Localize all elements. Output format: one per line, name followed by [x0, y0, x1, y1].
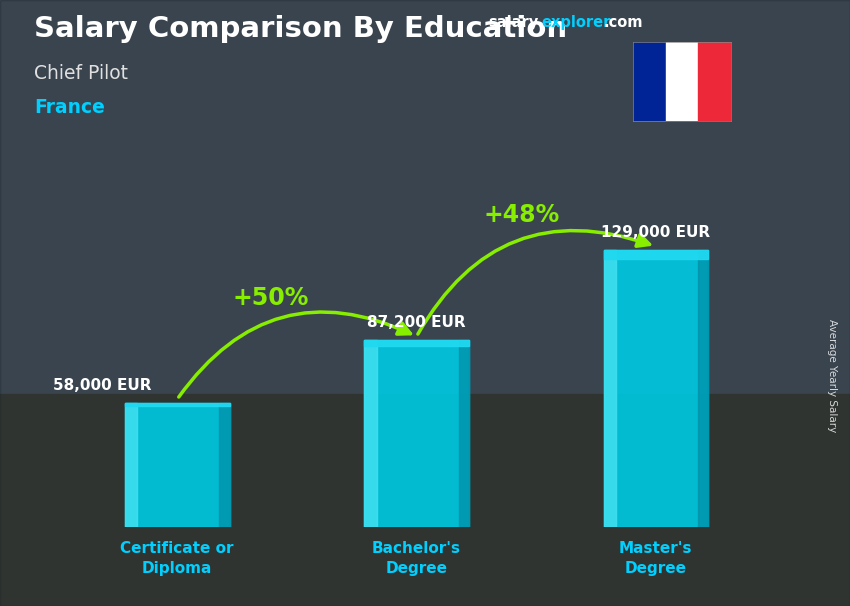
Bar [0, 394, 850, 606]
Bar [604, 250, 616, 527]
Text: +50%: +50% [232, 286, 309, 310]
Text: Salary Comparison By Education: Salary Comparison By Education [34, 15, 567, 43]
FancyArrowPatch shape [178, 312, 411, 397]
Bar [666, 42, 699, 121]
Bar [699, 42, 731, 121]
Text: 58,000 EUR: 58,000 EUR [53, 378, 151, 393]
Text: +48%: +48% [483, 203, 559, 227]
Bar [125, 402, 230, 527]
Text: France: France [34, 98, 105, 117]
Text: salary: salary [489, 15, 539, 30]
FancyArrowPatch shape [418, 230, 649, 334]
Bar [364, 340, 469, 345]
Text: explorer: explorer [541, 15, 611, 30]
Bar [219, 402, 230, 527]
Bar [0, 0, 850, 424]
Text: Chief Pilot: Chief Pilot [34, 64, 128, 82]
Text: 87,200 EUR: 87,200 EUR [367, 315, 466, 330]
Bar [698, 250, 708, 527]
Bar [125, 402, 138, 527]
Bar [633, 42, 666, 121]
Bar [364, 340, 377, 527]
Bar [459, 340, 469, 527]
Bar [604, 250, 708, 527]
Text: Average Yearly Salary: Average Yearly Salary [827, 319, 837, 432]
Bar [604, 250, 708, 259]
Text: .com: .com [604, 15, 643, 30]
Text: 129,000 EUR: 129,000 EUR [601, 225, 711, 240]
Bar [125, 402, 230, 407]
Bar [364, 340, 469, 527]
